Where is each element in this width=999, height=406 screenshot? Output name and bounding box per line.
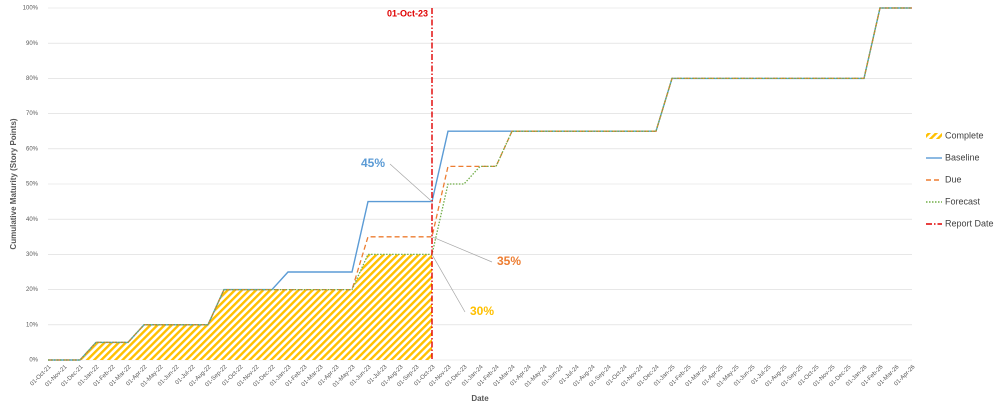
complete-area bbox=[48, 254, 432, 360]
y-tick-label: 60% bbox=[26, 146, 39, 152]
y-tick-label: 50% bbox=[26, 182, 39, 188]
legend-label: Due bbox=[945, 174, 962, 184]
legend-label: Report Date bbox=[945, 218, 994, 228]
y-tick-label: 40% bbox=[26, 217, 39, 223]
y-tick-label: 0% bbox=[29, 358, 38, 364]
legend-label: Complete bbox=[945, 130, 984, 140]
annotation-leader bbox=[431, 254, 466, 313]
y-tick-label: 20% bbox=[26, 287, 39, 293]
annotation-leader bbox=[431, 236, 493, 263]
series-line bbox=[48, 7, 912, 361]
y-tick-label: 100% bbox=[23, 6, 39, 12]
y-tick-label: 90% bbox=[26, 41, 39, 47]
legend-swatch bbox=[926, 133, 942, 139]
annotation: 35% bbox=[497, 254, 521, 268]
annotation: 45% bbox=[361, 156, 385, 170]
annotation-leader bbox=[389, 163, 433, 202]
y-tick-label: 30% bbox=[26, 252, 39, 258]
legend-label: Baseline bbox=[945, 152, 980, 162]
y-tick-label: 70% bbox=[26, 111, 39, 117]
annotation: 30% bbox=[470, 304, 494, 318]
y-axis-title: Cumulative Maturity (Story Points) bbox=[9, 118, 18, 249]
y-tick-label: 10% bbox=[26, 322, 39, 328]
legend-label: Forecast bbox=[945, 196, 981, 206]
y-tick-label: 80% bbox=[26, 76, 39, 82]
x-axis-title: Date bbox=[471, 394, 489, 403]
report-date-label: 01-Oct-23 bbox=[387, 8, 428, 18]
